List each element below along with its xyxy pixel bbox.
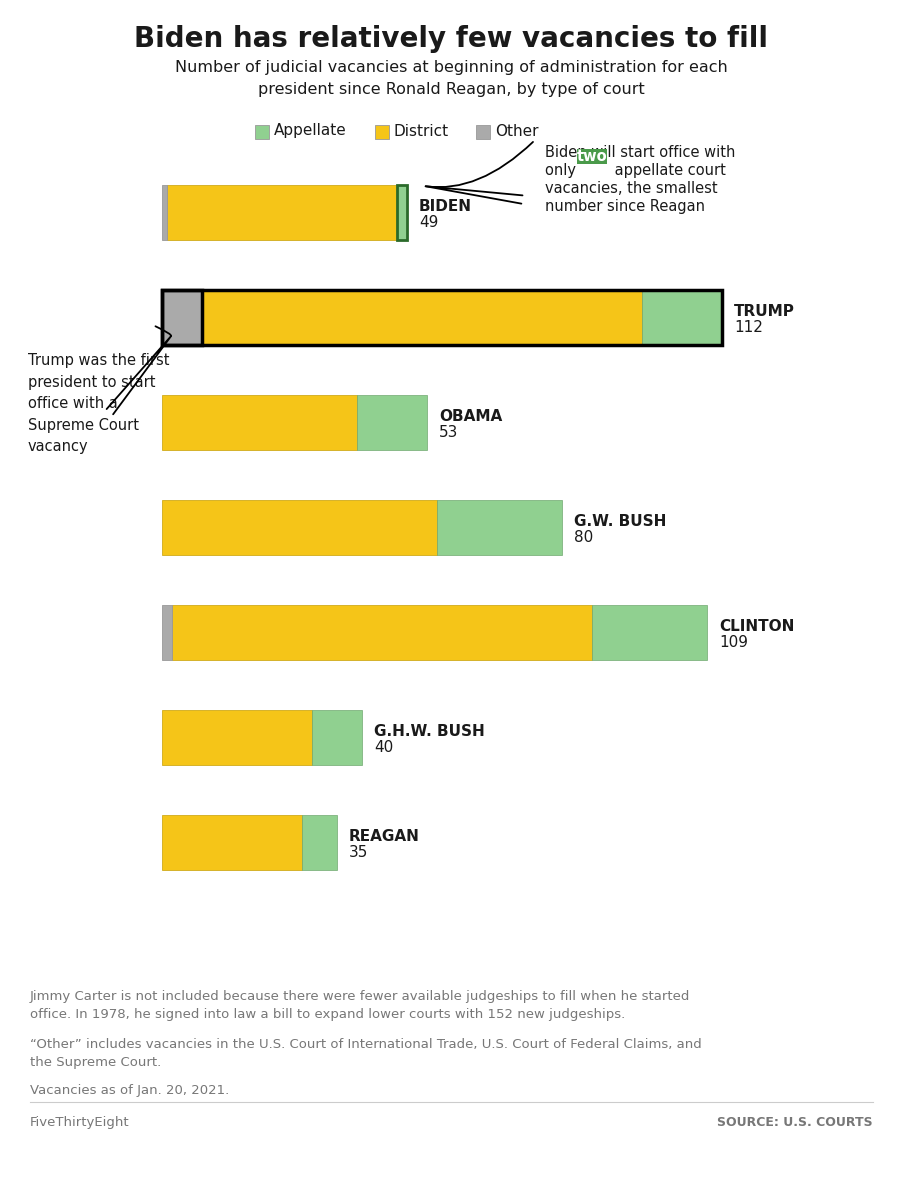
Bar [254,125,269,139]
Bar [161,500,437,554]
Bar [437,500,561,554]
Text: 35: 35 [348,845,368,860]
Bar [161,815,301,870]
Bar [475,125,490,139]
Bar [161,395,356,450]
Bar [592,605,706,660]
Bar [161,290,722,346]
Bar [301,815,336,870]
Bar [374,125,389,139]
Text: OBAMA: OBAMA [438,409,502,424]
Text: Jimmy Carter is not included because there were fewer available judgeships to fi: Jimmy Carter is not included because the… [30,990,690,1021]
Text: Biden will start office with: Biden will start office with [545,145,734,160]
Text: G.W. BUSH: G.W. BUSH [574,514,666,529]
Text: FiveThirtyEight: FiveThirtyEight [30,1116,130,1129]
Text: Other: Other [494,124,538,138]
Bar [356,395,427,450]
Text: number since Reagan: number since Reagan [545,199,704,214]
Bar [161,290,202,346]
Bar [641,290,722,346]
Text: 112: 112 [733,320,762,335]
Text: TRUMP: TRUMP [733,304,794,319]
Text: 53: 53 [438,425,458,440]
Text: SOURCE: U.S. COURTS: SOURCE: U.S. COURTS [716,1116,872,1129]
Text: Trump was the first
president to start
office with a
Supreme Court
vacancy: Trump was the first president to start o… [28,353,170,455]
Bar [161,710,312,766]
Text: Biden has relatively few vacancies to fill: Biden has relatively few vacancies to fi… [133,25,767,53]
Text: G.H.W. BUSH: G.H.W. BUSH [373,724,484,739]
Text: two: two [576,149,607,164]
Text: 109: 109 [718,635,747,650]
Text: CLINTON: CLINTON [718,619,794,634]
Text: 80: 80 [574,530,593,545]
Bar [171,605,592,660]
Text: REAGAN: REAGAN [348,829,419,844]
Text: 49: 49 [419,215,437,230]
Text: appellate court: appellate court [610,163,725,178]
Bar [161,185,167,240]
Bar [161,605,171,660]
Text: Vacancies as of Jan. 20, 2021.: Vacancies as of Jan. 20, 2021. [30,1084,229,1097]
Bar [397,185,407,240]
Text: District: District [393,124,448,138]
Text: Appellate: Appellate [273,124,346,138]
Text: BIDEN: BIDEN [419,199,472,214]
Text: only: only [545,163,580,178]
Text: Number of judicial vacancies at beginning of administration for each
president s: Number of judicial vacancies at beginnin… [174,60,727,97]
Bar [576,149,606,164]
Text: 40: 40 [373,740,392,755]
Text: “Other” includes vacancies in the U.S. Court of International Trade, U.S. Court : “Other” includes vacancies in the U.S. C… [30,1038,701,1069]
Bar [312,710,362,766]
Text: vacancies, the smallest: vacancies, the smallest [545,181,717,196]
Bar [167,185,397,240]
Bar [202,290,641,346]
